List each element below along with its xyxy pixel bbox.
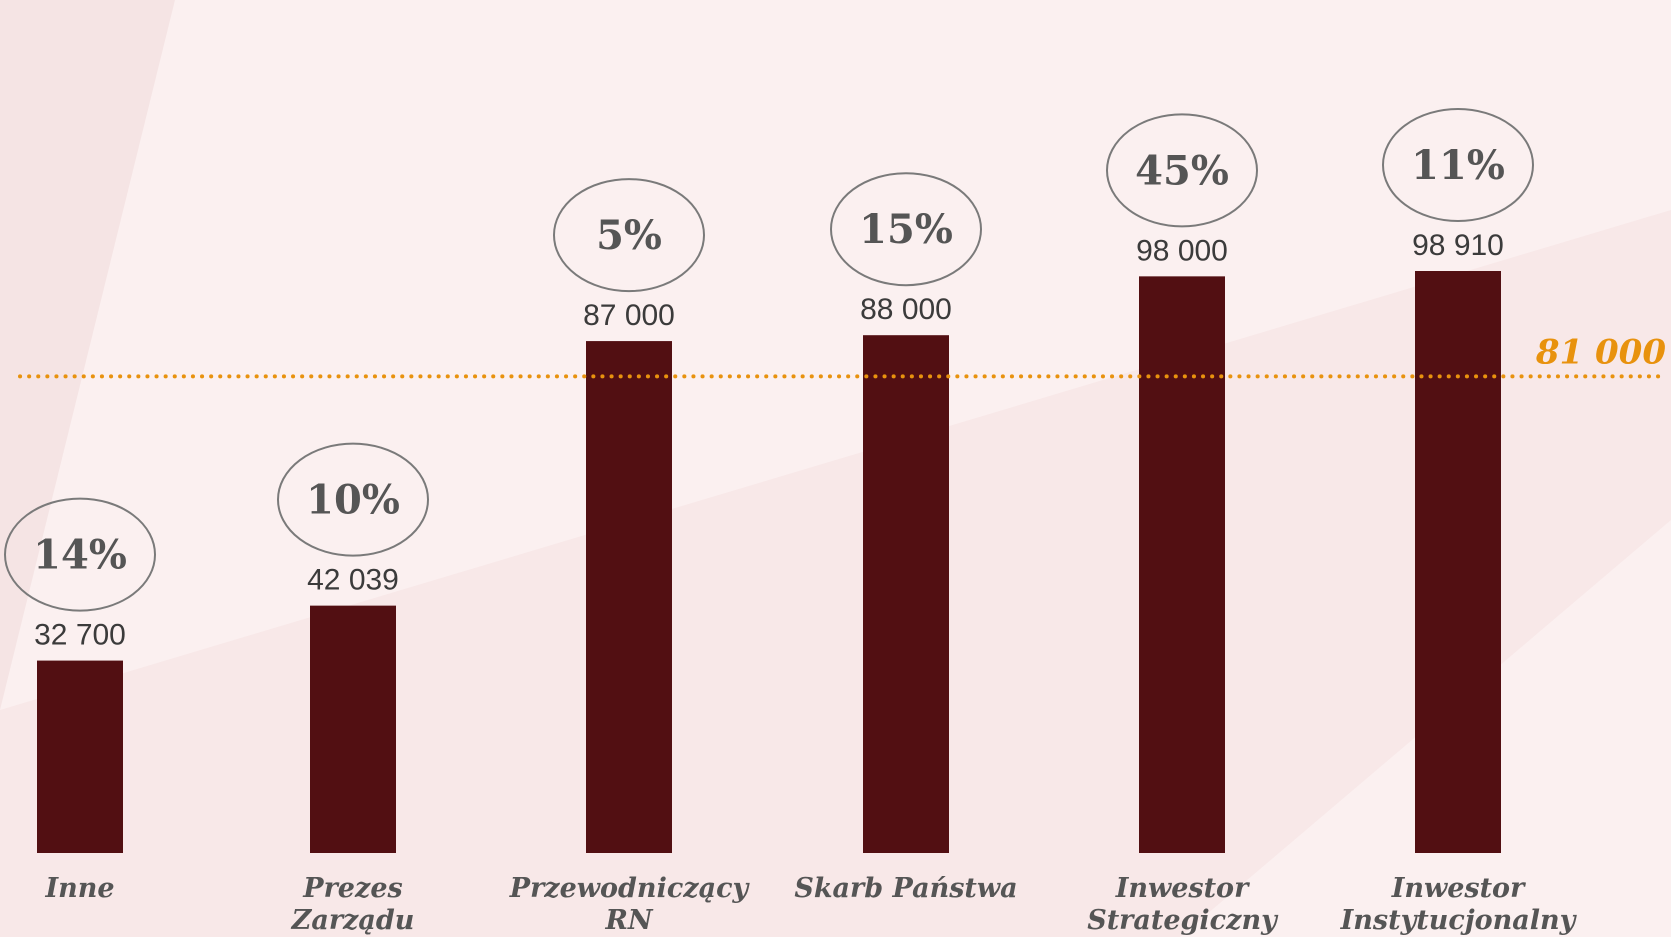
bar-0 (37, 660, 123, 853)
bars-layer (37, 271, 1501, 853)
category-label-2-0: Przewodniczący (509, 873, 751, 904)
percent-label-2: 5% (596, 212, 662, 259)
percent-ellipse-5 (1382, 108, 1534, 222)
percent-label-3: 15% (859, 206, 953, 253)
percent-label-1: 10% (306, 477, 400, 524)
reference-line-layer: 81 000 (18, 332, 1667, 379)
value-label-2: 87 000 (583, 299, 675, 332)
value-label-5: 98 910 (1412, 229, 1504, 262)
value-label-4: 98 000 (1136, 234, 1228, 267)
value-label-0: 32 700 (34, 619, 126, 652)
category-label-0-0: Inne (44, 873, 114, 904)
bar-2 (586, 341, 672, 853)
category-label-5-0: Inwestor (1391, 873, 1526, 904)
bar-3 (863, 335, 949, 853)
category-label-3-0: Skarb Państwa (794, 873, 1017, 904)
percent-label-4: 45% (1135, 147, 1229, 194)
category-label-1-1: Zarządu (291, 905, 415, 936)
percent-ellipse-0 (4, 497, 156, 612)
percent-label-0: 14% (33, 532, 127, 579)
percent-ellipse-4 (1106, 113, 1258, 228)
percent-ellipse-1 (277, 442, 429, 557)
percent-label-5: 11% (1411, 142, 1505, 189)
category-label-4-1: Strategiczny (1087, 905, 1279, 936)
bar-4 (1139, 276, 1225, 853)
bar-1 (310, 605, 396, 853)
value-label-1: 42 039 (307, 564, 399, 597)
percent-ellipse-2 (553, 178, 705, 293)
percent-ellipse-3 (830, 172, 982, 287)
category-label-1-0: Prezes (302, 873, 402, 904)
category-label-2-1: RN (604, 905, 653, 936)
category-label-4-0: Inwestor (1115, 873, 1250, 904)
bar-5 (1415, 271, 1501, 853)
value-label-3: 88 000 (860, 293, 952, 326)
reference-line-label: 81 000 (1535, 332, 1666, 372)
category-label-5-1: Instytucjonalny (1340, 905, 1578, 936)
background-shape-left (0, 0, 175, 710)
